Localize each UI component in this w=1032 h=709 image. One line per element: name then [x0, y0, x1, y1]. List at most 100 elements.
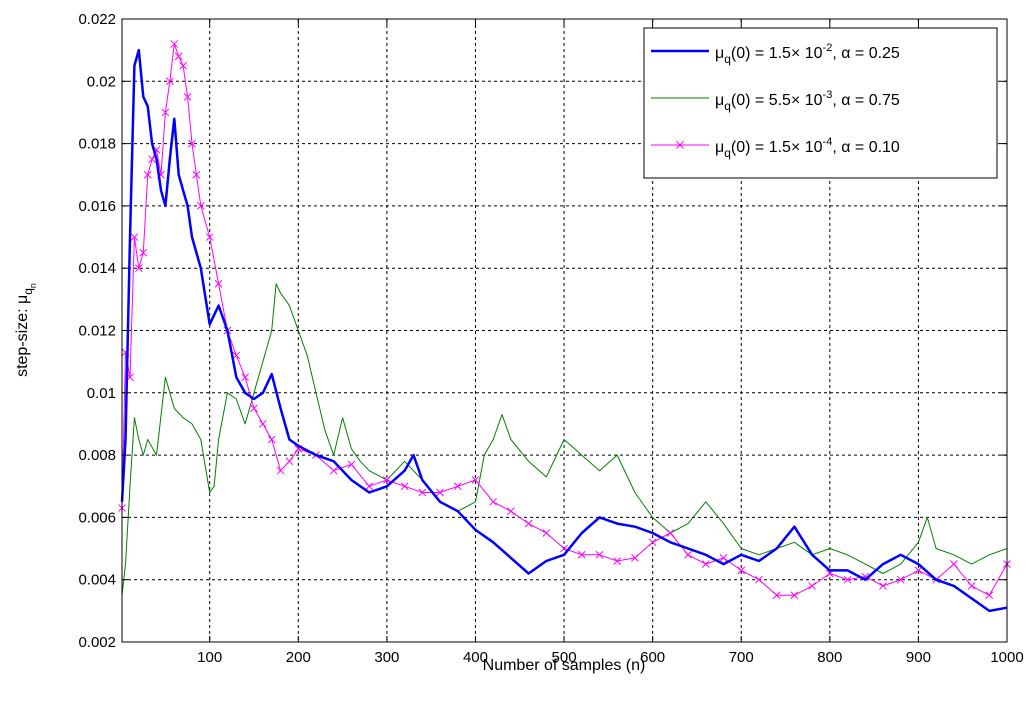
series-3-marker: [192, 170, 201, 179]
y-axis-label: step-size: μqn: [14, 283, 38, 377]
series-3-marker: [737, 566, 746, 575]
series-3-marker: [400, 482, 409, 491]
x-tick-label: 600: [640, 649, 665, 666]
y-tick-label: 0.012: [78, 323, 116, 340]
y-tick-label: 0.014: [78, 260, 116, 277]
legend-text-tail: , α = 0.25: [832, 45, 900, 62]
x-tick-label: 400: [463, 649, 488, 666]
series-3-marker: [214, 279, 223, 288]
legend-text-mid: (0) = 1.5× 10: [731, 139, 823, 156]
series-line-1: [120, 48, 1008, 613]
series-3-marker: [719, 554, 728, 562]
series-3-marker: [631, 554, 639, 562]
series-3-marker: [949, 560, 958, 568]
series-3-marker: [205, 233, 214, 241]
legend-text-mu: μ: [715, 139, 724, 156]
series-3-marker: [143, 170, 152, 179]
y-axis-label-sub: q: [21, 288, 35, 295]
series-3-marker: [648, 538, 657, 547]
series-3-marker: [772, 591, 781, 600]
legend-text-mid: (0) = 1.5× 10: [731, 45, 823, 62]
series-3-marker: [595, 550, 604, 559]
series-3-marker: [179, 61, 187, 70]
series-line-3: [121, 43, 1008, 596]
series-3-marker: [170, 40, 179, 48]
series-3-marker: [453, 482, 462, 491]
legend-label-2: μq(0) = 5.5× 10-3, α = 0.75: [715, 89, 900, 113]
x-tick-label: 100: [197, 649, 222, 666]
series-3-marker: [130, 233, 139, 241]
series-3-marker: [524, 519, 533, 528]
series-3-marker: [285, 457, 294, 466]
series-3-marker: [418, 488, 427, 497]
series-3-marker: [161, 108, 170, 117]
legend-text-exp: -3: [823, 89, 833, 101]
series-3-marker: [808, 582, 816, 590]
x-tick-label: 700: [729, 649, 754, 666]
y-tick-label: 0.002: [78, 634, 116, 651]
x-tick-label: 900: [906, 649, 931, 666]
legend-text-tail: , α = 0.10: [832, 139, 900, 156]
series-3-marker: [542, 529, 551, 537]
y-tick-label: 0.022: [78, 11, 116, 28]
series-3-marker: [329, 466, 338, 475]
series-3-marker: [241, 373, 249, 382]
series-3-marker: [134, 264, 143, 273]
legend-text-sub: q: [724, 146, 731, 160]
legend-text-sub: q: [724, 99, 731, 113]
series-3-marker: [365, 482, 374, 491]
series-3-marker: [843, 575, 852, 584]
series-3-marker: [684, 550, 692, 559]
series-3-marker: [165, 77, 174, 86]
y-tick-label: 0.006: [78, 509, 116, 526]
x-tick-label: 200: [286, 649, 311, 666]
series-3-marker: [259, 420, 267, 428]
y-tick-label: 0.004: [78, 572, 116, 589]
series-3-marker: [985, 591, 994, 600]
legend-text-mu: μ: [715, 92, 724, 109]
y-tick-label: 0.008: [78, 447, 116, 464]
y-tick-label: 0.01: [87, 385, 116, 402]
series-3-marker: [666, 529, 675, 537]
series-3-marker: [914, 566, 923, 575]
legend-marker: [676, 141, 684, 149]
legend-text-exp: -2: [823, 42, 833, 54]
series-3-marker: [701, 560, 710, 568]
series-3-marker: [347, 460, 356, 469]
series-3-marker: [188, 139, 196, 148]
y-tick-label: 0.02: [87, 73, 116, 90]
series-3-marker: [383, 476, 391, 484]
series-3-marker: [879, 582, 887, 590]
legend-label-3: μq(0) = 1.5× 10-4, α = 0.10: [715, 136, 900, 160]
series-3-marker: [139, 248, 148, 257]
series-layer: [118, 40, 1011, 613]
legend-text-sub: q: [724, 52, 731, 66]
y-axis-label-subsub: n: [28, 283, 38, 288]
x-tick-label: 800: [817, 649, 842, 666]
legend-text-mu: μ: [715, 45, 724, 62]
series-3-marker: [577, 550, 586, 559]
y-axis-label-main: step-size: μ: [14, 295, 31, 377]
legend-label-1: μq(0) = 1.5× 10-2, α = 0.25: [715, 42, 900, 66]
legend-text-exp: -4: [823, 136, 833, 148]
series-3-marker: [232, 351, 241, 360]
legend-text-tail: , α = 0.75: [832, 92, 900, 109]
legend-box: [643, 27, 998, 179]
series-3-marker: [489, 497, 498, 506]
x-tick-label: 1000: [990, 649, 1023, 666]
y-tick-label: 0.018: [78, 136, 116, 153]
series-3-marker: [183, 93, 192, 101]
x-tick-label: 300: [374, 649, 399, 666]
series-3-marker: [436, 488, 444, 497]
series-3-marker: [276, 466, 285, 475]
ticks: 100 200 300 400 500 600 700 800 900 1000 0.002 0.00…: [78, 11, 1023, 666]
series-3-marker: [196, 202, 205, 210]
series-3-marker: [174, 52, 183, 61]
x-axis-label: Number of samples (n): [483, 657, 646, 674]
series-3-marker: [896, 575, 905, 584]
series-3-marker: [967, 582, 976, 590]
series-3-marker: [613, 557, 622, 565]
series-3-marker: [267, 435, 276, 444]
